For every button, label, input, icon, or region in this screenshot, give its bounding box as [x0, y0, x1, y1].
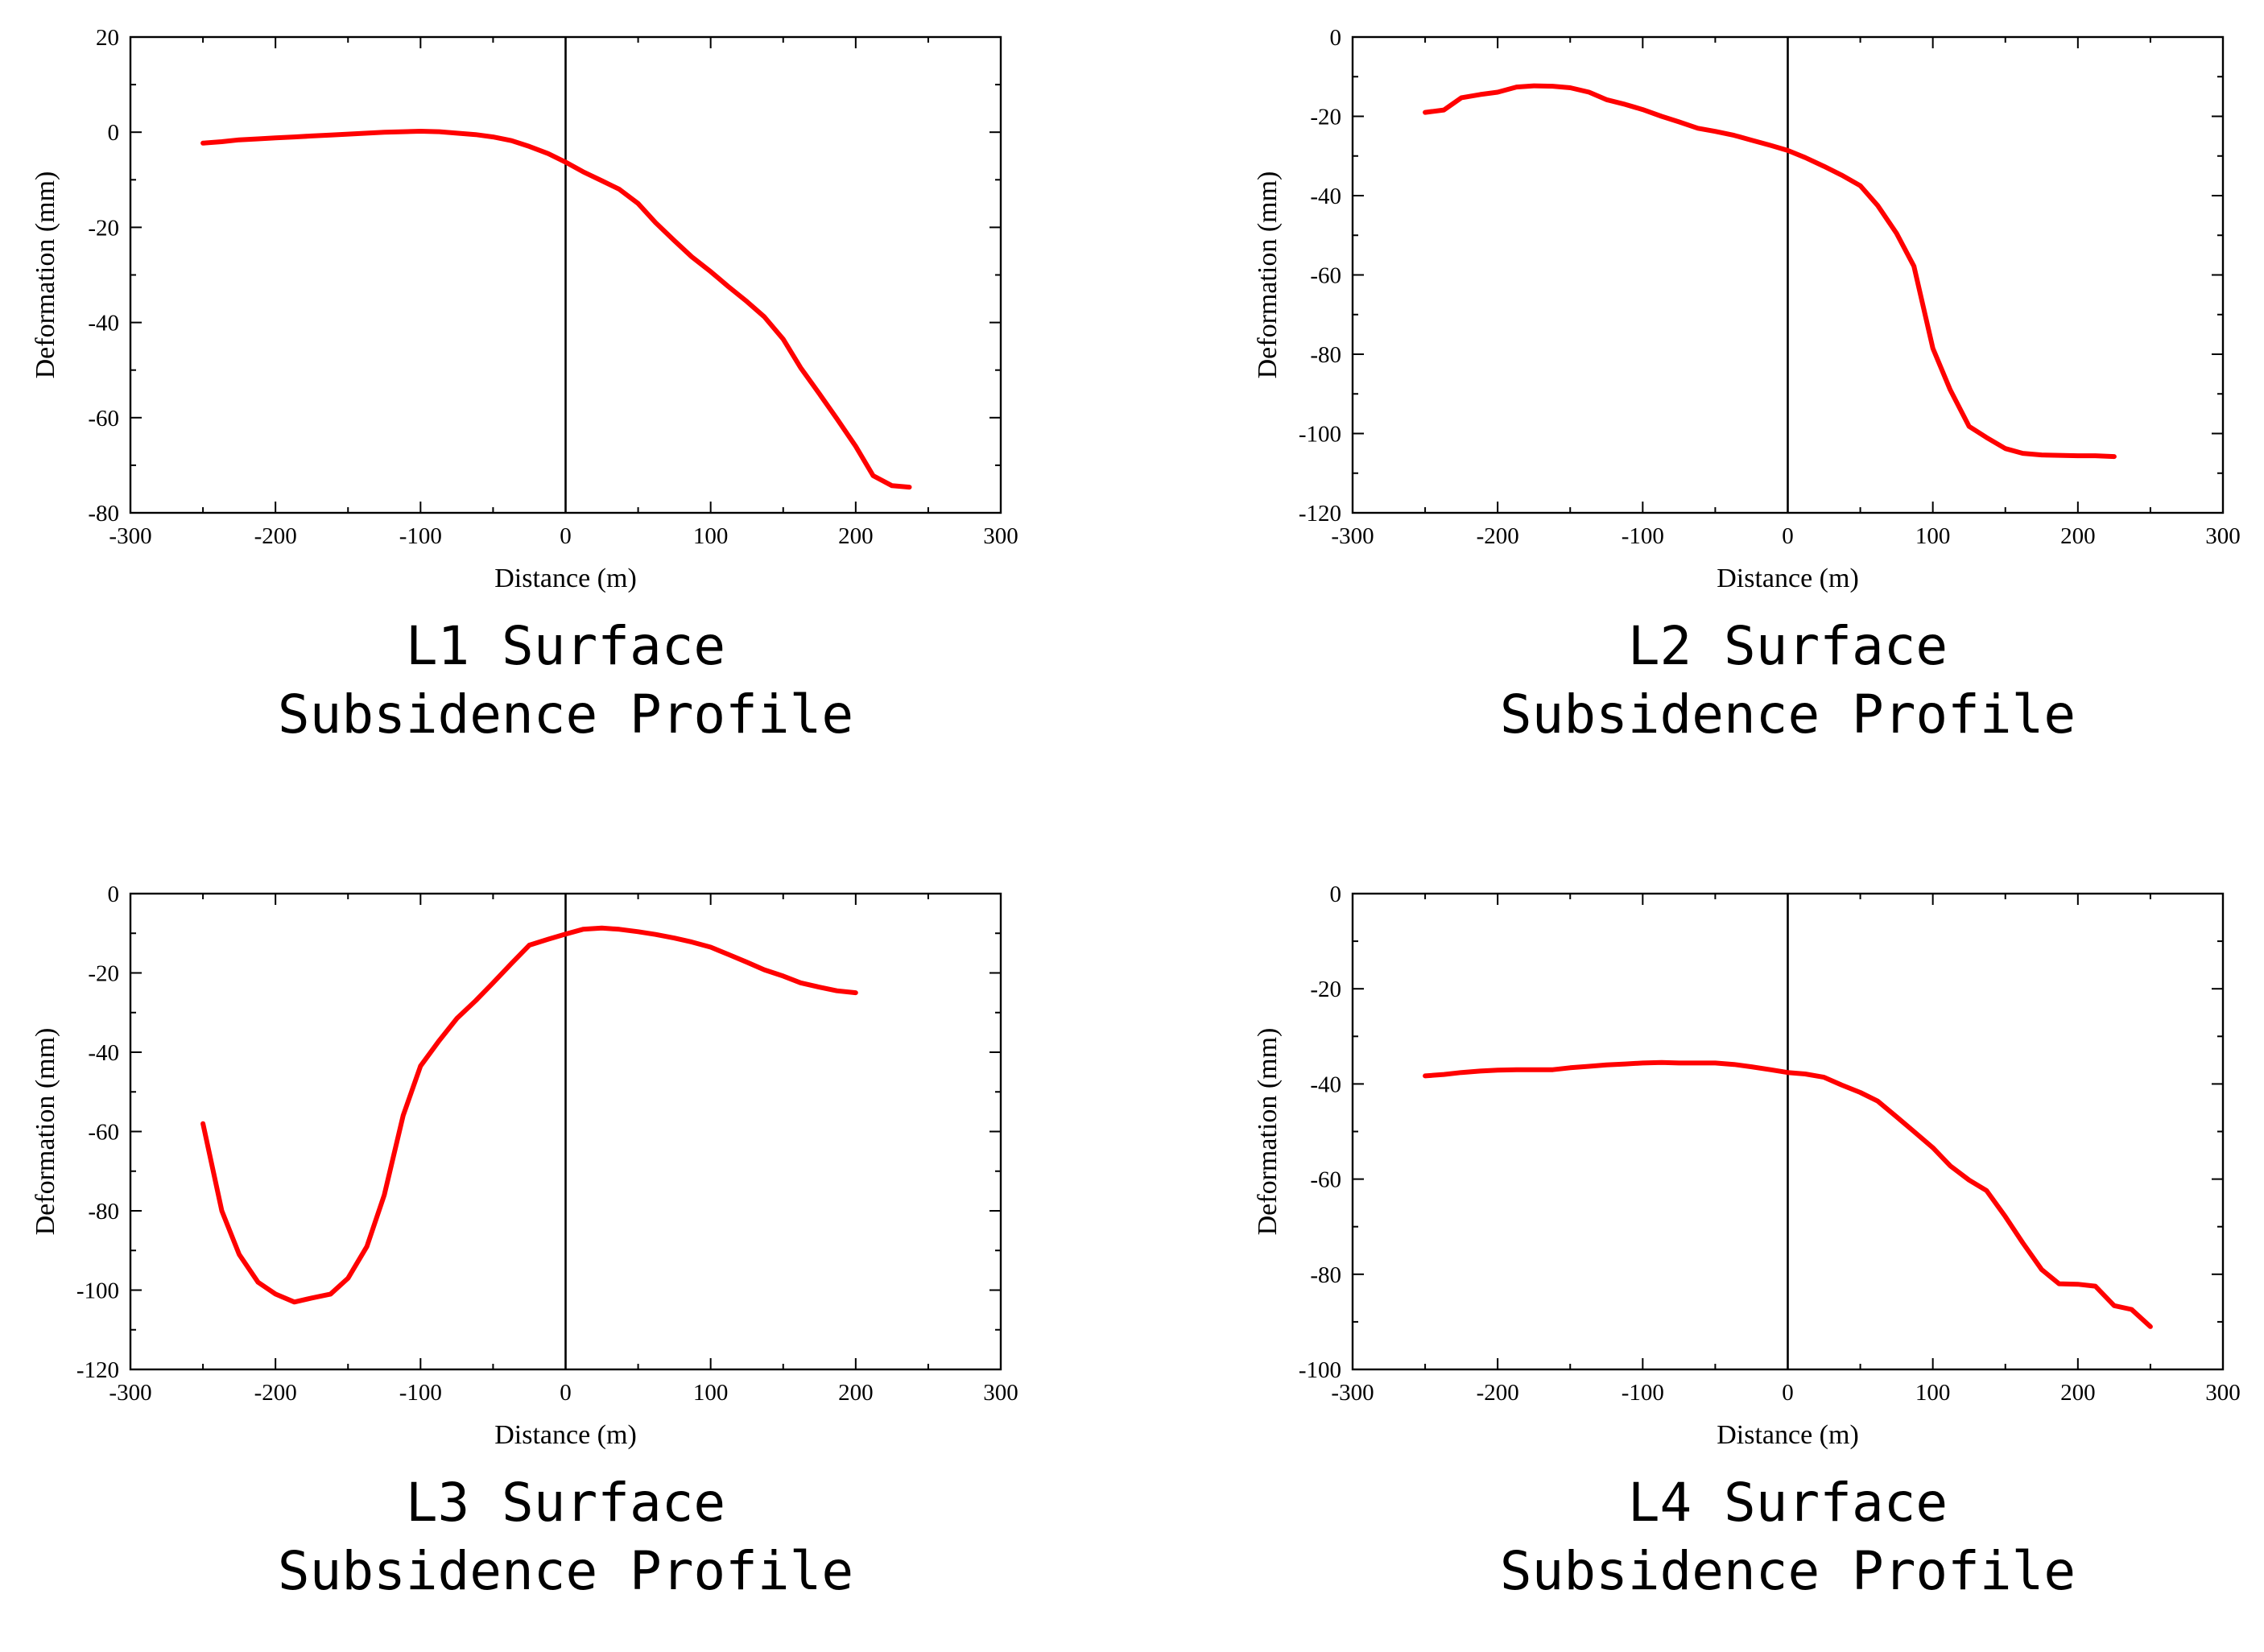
- y-axis-label: Deformation (mm): [31, 171, 60, 379]
- series-line: [1423, 1059, 2153, 1329]
- x-tick-label: -300: [1331, 523, 1374, 549]
- y-tick-label: -60: [1310, 1167, 1341, 1193]
- panel-caption-line: L2 Surface: [1628, 615, 1948, 677]
- y-tick-label: -60: [88, 1120, 119, 1146]
- y-tick-label: -100: [1299, 1357, 1341, 1383]
- series-line: [200, 925, 858, 1305]
- x-tick-label: 0: [560, 1380, 572, 1406]
- y-tick-label: -20: [88, 961, 119, 987]
- x-tick-label: 100: [1915, 523, 1951, 549]
- y-tick-label: -40: [1310, 1072, 1341, 1097]
- x-tick-label: -100: [1622, 523, 1664, 549]
- x-tick-label: -300: [1331, 1380, 1374, 1406]
- series-line: [200, 129, 912, 490]
- y-tick-label: -60: [88, 406, 119, 432]
- y-tick-label: 20: [96, 25, 119, 51]
- y-tick-label: -80: [1310, 342, 1341, 368]
- y-axis-label: Deformation (mm): [31, 1028, 60, 1236]
- x-tick-label: -200: [254, 1380, 297, 1406]
- y-tick-label: -20: [88, 215, 119, 241]
- x-tick-label: 100: [693, 523, 729, 549]
- x-tick-label: 100: [693, 1380, 729, 1406]
- panel-caption-line: Subsidence Profile: [278, 1540, 853, 1602]
- y-tick-label: -20: [1310, 977, 1341, 1002]
- y-tick-label: 0: [108, 882, 120, 907]
- y-axis-label: Deformation (mm): [1253, 171, 1283, 379]
- x-axis-label: Distance (m): [494, 564, 637, 593]
- x-tick-label: 200: [2060, 1380, 2096, 1406]
- y-tick-label: -40: [88, 1040, 119, 1066]
- y-axis-label: Deformation (mm): [1253, 1028, 1283, 1236]
- panel-caption-line: Subsidence Profile: [1500, 684, 2076, 745]
- y-tick-label: 0: [108, 120, 120, 146]
- y-tick-label: -120: [76, 1357, 119, 1383]
- x-axis-label: Distance (m): [1717, 1420, 1859, 1450]
- x-axis-label: Distance (m): [1717, 564, 1859, 593]
- y-tick-label: -20: [1310, 105, 1341, 130]
- panel-caption-line: L1 Surface: [406, 615, 725, 677]
- y-tick-label: -80: [1310, 1262, 1341, 1288]
- panel-l3: -300 -200 -100 0 100 200 300-120-100-80-60-40-…: [31, 882, 1018, 1602]
- y-tick-label: -80: [88, 1199, 119, 1225]
- panel-l4: -300 -200 -100 0 100 200 300-100-80-60-40-200D…: [1253, 882, 2241, 1602]
- y-tick-label: -60: [1310, 263, 1341, 289]
- panel-caption-line: Subsidence Profile: [1500, 1540, 2076, 1602]
- y-tick-label: -100: [76, 1278, 119, 1304]
- x-axis-label: Distance (m): [494, 1420, 637, 1450]
- y-tick-label: 0: [1330, 882, 1342, 907]
- y-tick-label: -80: [88, 501, 119, 527]
- x-tick-label: -200: [1477, 523, 1519, 549]
- y-tick-label: -100: [1299, 422, 1341, 448]
- x-tick-label: 0: [1782, 523, 1794, 549]
- x-tick-label: 100: [1915, 1380, 1951, 1406]
- x-tick-label: -300: [109, 523, 151, 549]
- x-tick-label: 200: [838, 1380, 874, 1406]
- x-tick-label: -300: [109, 1380, 151, 1406]
- panel-caption-line: L3 Surface: [406, 1472, 725, 1534]
- y-tick-label: -120: [1299, 501, 1341, 527]
- x-tick-label: 300: [2205, 1380, 2241, 1406]
- x-tick-label: 200: [838, 523, 874, 549]
- series-line: [1423, 83, 2117, 460]
- x-tick-label: 300: [2205, 523, 2241, 549]
- x-tick-label: -100: [399, 523, 442, 549]
- x-tick-label: -100: [399, 1380, 442, 1406]
- panel-caption-line: L4 Surface: [1628, 1472, 1948, 1534]
- panel-caption-line: Subsidence Profile: [278, 684, 853, 745]
- x-tick-label: -200: [1477, 1380, 1519, 1406]
- y-tick-label: 0: [1330, 25, 1342, 51]
- x-tick-label: -100: [1622, 1380, 1664, 1406]
- x-tick-label: -200: [254, 523, 297, 549]
- x-tick-label: 300: [983, 1380, 1018, 1406]
- panel-l2: -300 -200 -100 0 100 200 300-120-100-80-60-40-…: [1253, 25, 2241, 745]
- x-tick-label: 200: [2060, 523, 2096, 549]
- panel-l1: -300 -200 -100 0 100 200 300-80-60-40-20020Dis…: [31, 25, 1018, 745]
- y-tick-label: -40: [1310, 184, 1341, 209]
- y-tick-label: -40: [88, 311, 119, 337]
- x-tick-label: 0: [1782, 1380, 1794, 1406]
- x-tick-label: 300: [983, 523, 1018, 549]
- x-tick-label: 0: [560, 523, 572, 549]
